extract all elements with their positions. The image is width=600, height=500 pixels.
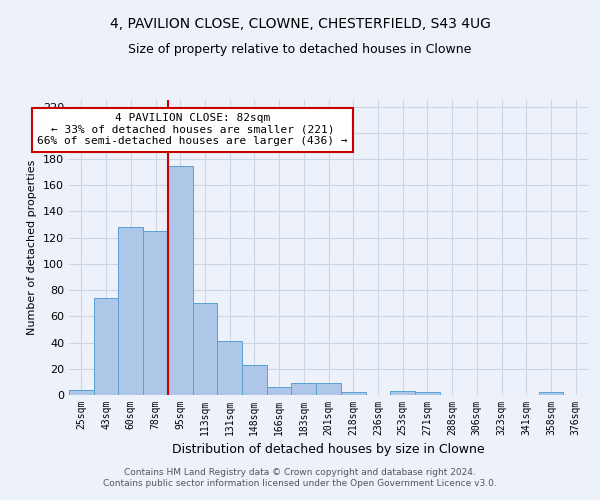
Bar xyxy=(316,383,341,395)
Bar xyxy=(242,365,267,395)
Bar xyxy=(292,383,316,395)
Bar xyxy=(341,392,365,395)
Bar xyxy=(217,341,242,395)
Bar xyxy=(193,303,217,395)
Text: Contains HM Land Registry data © Crown copyright and database right 2024.
Contai: Contains HM Land Registry data © Crown c… xyxy=(103,468,497,487)
Text: 4 PAVILION CLOSE: 82sqm
← 33% of detached houses are smaller (221)
66% of semi-d: 4 PAVILION CLOSE: 82sqm ← 33% of detache… xyxy=(37,113,348,146)
X-axis label: Distribution of detached houses by size in Clowne: Distribution of detached houses by size … xyxy=(172,444,485,456)
Y-axis label: Number of detached properties: Number of detached properties xyxy=(28,160,37,335)
Bar xyxy=(267,387,292,395)
Bar xyxy=(415,392,440,395)
Bar xyxy=(69,390,94,395)
Bar xyxy=(168,166,193,395)
Bar xyxy=(118,227,143,395)
Bar xyxy=(143,231,168,395)
Text: 4, PAVILION CLOSE, CLOWNE, CHESTERFIELD, S43 4UG: 4, PAVILION CLOSE, CLOWNE, CHESTERFIELD,… xyxy=(110,18,490,32)
Text: Size of property relative to detached houses in Clowne: Size of property relative to detached ho… xyxy=(128,42,472,56)
Bar xyxy=(390,391,415,395)
Bar xyxy=(539,392,563,395)
Bar xyxy=(94,298,118,395)
